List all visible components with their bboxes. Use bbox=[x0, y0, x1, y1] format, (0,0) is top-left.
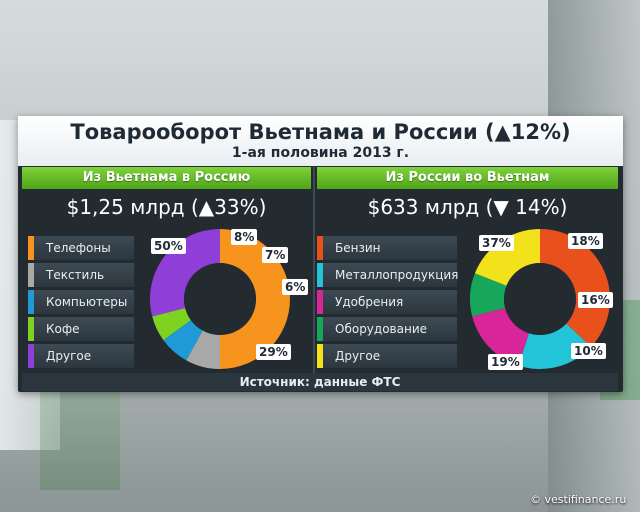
legend-label: Металлопродукция bbox=[335, 268, 459, 282]
donut-chart-vietnam-to-russia bbox=[150, 229, 290, 369]
legend-item: Текстиль bbox=[28, 263, 134, 287]
legend-item: Бензин bbox=[317, 236, 457, 260]
chart-title: Товарооборот Вьетнама и России (▲12%) bbox=[70, 120, 571, 144]
pie-slice bbox=[472, 307, 529, 366]
source-note: Источник: данные ФТС bbox=[22, 373, 618, 391]
watermark: © vestifinance.ru bbox=[530, 493, 627, 506]
donut-hole bbox=[184, 263, 256, 335]
left-total: $1,25 млрд (▲33%) bbox=[66, 195, 267, 219]
legend-item: Другое bbox=[28, 344, 134, 368]
legend-label: Другое bbox=[335, 349, 381, 363]
data-label: 50% bbox=[151, 238, 186, 254]
data-label: 6% bbox=[282, 279, 309, 295]
pie-slice bbox=[150, 229, 220, 317]
chart-subtitle: 1-ая половина 2013 г. bbox=[231, 145, 410, 161]
legend-item: Другое bbox=[317, 344, 457, 368]
data-label: 18% bbox=[568, 233, 603, 249]
pie-slice bbox=[163, 320, 203, 361]
pie-slice bbox=[474, 229, 540, 286]
legend-item: Телефоны bbox=[28, 236, 134, 260]
pie-slice bbox=[470, 273, 507, 317]
data-label: 29% bbox=[256, 344, 291, 360]
legend-item: Кофе bbox=[28, 317, 134, 341]
legend-label: Оборудование bbox=[335, 322, 427, 336]
data-label: 8% bbox=[231, 229, 258, 245]
legend-label: Компьютеры bbox=[46, 295, 128, 309]
legend-label: Телефоны bbox=[46, 241, 111, 255]
left-section-header: Из Вьетнама в Россию bbox=[22, 167, 311, 189]
legend-item: Оборудование bbox=[317, 317, 457, 341]
pie-slice bbox=[540, 229, 610, 347]
background-green-block bbox=[40, 380, 120, 490]
pie-slice bbox=[220, 229, 290, 369]
legend-label: Текстиль bbox=[46, 268, 105, 282]
data-label: 7% bbox=[262, 247, 289, 263]
data-label: 37% bbox=[479, 235, 514, 251]
legend-label: Бензин bbox=[335, 241, 381, 255]
legend-label: Кофе bbox=[46, 322, 80, 336]
pie-slice bbox=[152, 307, 191, 341]
donut-hole bbox=[504, 263, 576, 335]
right-total: $633 млрд (▼ 14%) bbox=[367, 195, 568, 219]
data-label: 19% bbox=[488, 354, 523, 370]
legend-item: Металлопродукция bbox=[317, 263, 459, 287]
right-section-header: Из России во Вьетнам bbox=[317, 167, 618, 189]
donut-chart-russia-to-vietnam bbox=[470, 229, 610, 369]
legend-label: Другое bbox=[46, 349, 92, 363]
data-label: 10% bbox=[571, 343, 606, 359]
pie-slice bbox=[186, 330, 220, 369]
title-box: Товарооборот Вьетнама и России (▲12%) 1-… bbox=[18, 116, 623, 166]
legend-item: Компьютеры bbox=[28, 290, 134, 314]
section-divider bbox=[313, 167, 315, 373]
data-label: 16% bbox=[578, 292, 613, 308]
legend-item: Удобрения bbox=[317, 290, 457, 314]
legend-label: Удобрения bbox=[335, 295, 404, 309]
